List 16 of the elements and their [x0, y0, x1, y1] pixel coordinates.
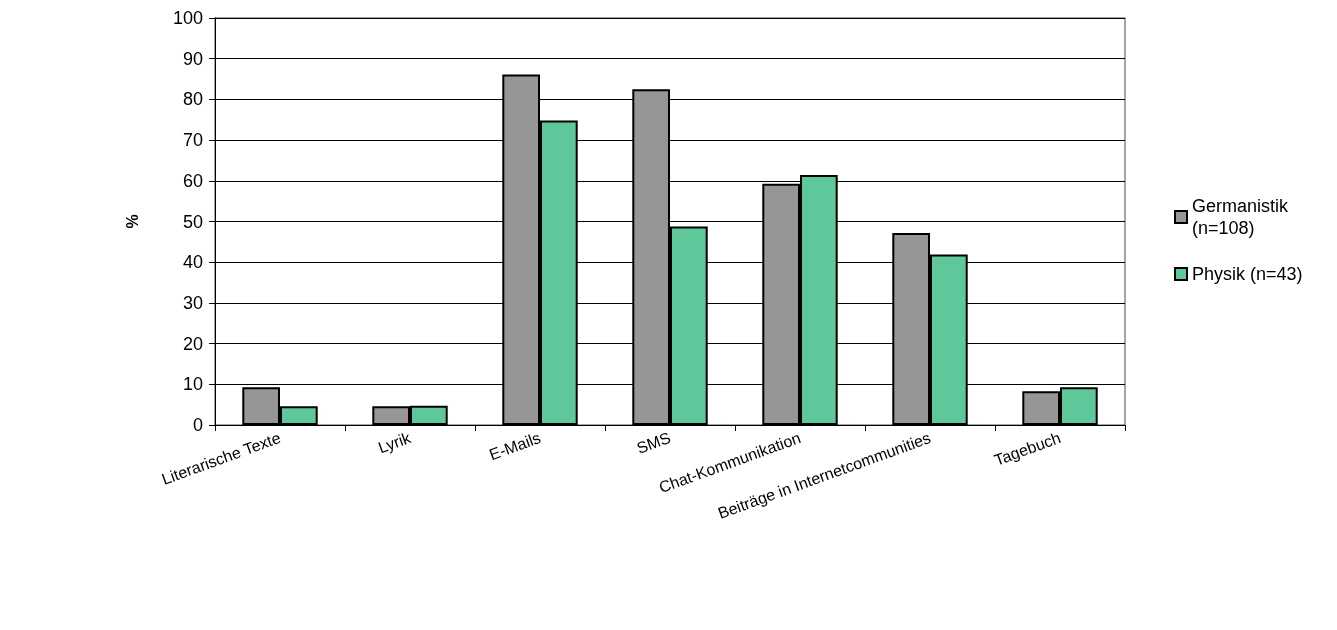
legend-label: Germanistik (n=108)	[1192, 196, 1294, 238]
y-tick-label: 70	[182, 130, 203, 151]
y-tick-label: 50	[182, 211, 203, 232]
x-tick-label: E-Mails	[486, 429, 543, 464]
x-tick-label: Lyrik	[375, 428, 414, 457]
y-tick-label: 100	[172, 8, 203, 28]
y-tick-label: 90	[182, 48, 203, 69]
y-tick-label: 10	[182, 374, 203, 395]
y-axis-title: %	[123, 214, 141, 229]
y-tick-label: 0	[192, 415, 203, 435]
y-tick-label: 60	[182, 170, 203, 191]
legend-label: Physik (n=43)	[1192, 264, 1303, 284]
y-tick-label: 20	[182, 333, 203, 354]
y-tick-label: 40	[182, 252, 203, 273]
y-tick-label: 80	[182, 89, 203, 110]
y-tick-label: 30	[182, 292, 203, 313]
